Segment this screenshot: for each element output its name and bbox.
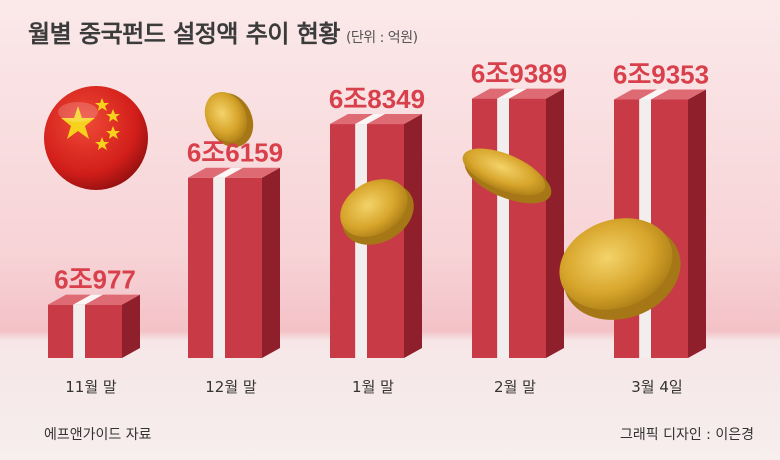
bar	[472, 88, 564, 358]
value-label: 6조6159	[187, 138, 283, 168]
gold-coin-icon	[204, 91, 254, 148]
bars-layer	[48, 88, 706, 358]
chart-title-text: 월별 중국펀드 설정액 추이 현황	[28, 20, 340, 48]
labels-layer: 6조977 11월 말 6조6159 12월 말 6조8349 1월 말 6조9389 2월 …	[54, 59, 709, 396]
decor-layer	[44, 86, 681, 320]
design-credit: 그래픽 디자인 : 이은경	[620, 427, 754, 443]
source-note: 에프앤가이드 자료	[44, 427, 152, 443]
unit-label: (단위 : 억원)	[345, 30, 418, 46]
category-label: 2월 말	[494, 378, 536, 396]
category-label: 12월 말	[205, 378, 257, 396]
gold-coin-icon	[559, 218, 681, 320]
category-label: 11월 말	[65, 378, 117, 396]
bar	[188, 167, 280, 358]
value-label: 6조8349	[329, 84, 425, 114]
category-label: 1월 말	[352, 378, 394, 396]
bar	[48, 294, 140, 358]
value-label: 6조9389	[471, 59, 567, 89]
chart-title: 월별 중국펀드 설정액 추이 현황 (단위 : 억원)	[28, 14, 418, 49]
gold-coin-icon	[462, 148, 552, 204]
value-label: 6조977	[54, 265, 136, 295]
china-flag-icon	[44, 86, 148, 190]
value-label: 6조9353	[613, 59, 709, 89]
category-label: 3월 4일	[631, 378, 682, 396]
gold-coin-icon	[340, 179, 414, 245]
